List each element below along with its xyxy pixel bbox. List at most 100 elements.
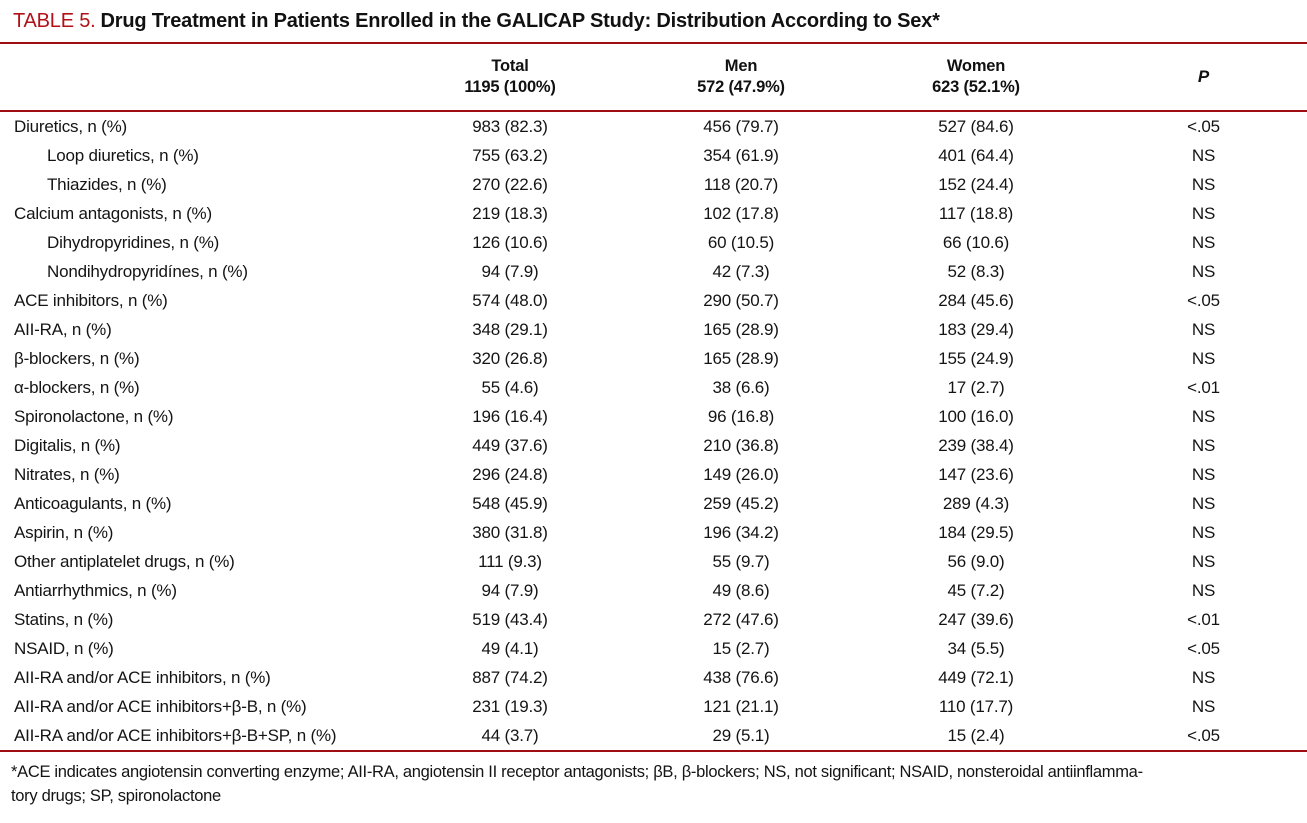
- cell-men: 15 (2.7): [712, 638, 770, 658]
- cell-women: 184 (29.5): [938, 522, 1014, 542]
- footnote: *ACE indicates angiotensin converting en…: [0, 760, 1307, 808]
- cell-men: 272 (47.6): [703, 609, 779, 629]
- cell-p: NS: [1191, 667, 1216, 687]
- cell-p: <.01: [1187, 609, 1220, 629]
- row-label: Diuretics, n (%): [14, 116, 127, 136]
- cell-p: NS: [1191, 406, 1216, 426]
- row-label: NSAID, n (%): [14, 638, 114, 658]
- row-label: Loop diuretics, n (%): [47, 145, 199, 165]
- row-label: Dihydropyridines, n (%): [47, 232, 220, 252]
- cell-p: <.05: [1187, 116, 1220, 136]
- cell-total: 519 (43.4): [472, 609, 548, 629]
- cell-p: NS: [1191, 464, 1216, 484]
- table-row: β-blockers, n (%) 320 (26.8) 165 (28.9) 155…: [0, 344, 1307, 373]
- cell-p: NS: [1191, 435, 1216, 455]
- cell-total: 126 (10.6): [472, 232, 548, 252]
- row-label: Calcium antagonists, n (%): [14, 203, 212, 223]
- cell-p: <.01: [1187, 377, 1220, 397]
- row-label: Thiazides, n (%): [47, 174, 167, 194]
- cell-total: 231 (19.3): [472, 696, 548, 716]
- cell-women: 239 (38.4): [938, 435, 1014, 455]
- table-body: Diuretics, n (%) 983 (82.3) 456 (79.7) 527 …: [0, 111, 1307, 751]
- table-row: Other antiplatelet drugs, n (%) 111 (9.3)…: [0, 547, 1307, 576]
- col-header-total-sub: 1195 (100%): [464, 78, 556, 96]
- cell-men: 42 (7.3): [712, 261, 770, 281]
- table-row: Dihydropyridines, n (%) 126 (10.6) 60 (10.…: [0, 228, 1307, 257]
- cell-men: 55 (9.7): [712, 551, 770, 571]
- row-label: Aspirin, n (%): [14, 522, 114, 542]
- cell-women: 147 (23.6): [938, 464, 1014, 484]
- cell-p: NS: [1191, 145, 1216, 165]
- row-label: Antiarrhythmics, n (%): [14, 580, 177, 600]
- table-row: Statins, n (%) 519 (43.4) 272 (47.6) 247 (3…: [0, 605, 1307, 634]
- row-label: α-blockers, n (%): [14, 377, 140, 397]
- cell-total: 548 (45.9): [472, 493, 548, 513]
- col-header-p-name: P: [1197, 67, 1210, 86]
- cell-women: 66 (10.6): [942, 232, 1010, 252]
- table-row: Loop diuretics, n (%) 755 (63.2) 354 (61.9…: [0, 141, 1307, 170]
- cell-women: 17 (2.7): [947, 377, 1005, 397]
- cell-p: NS: [1191, 261, 1216, 281]
- table-row: Nondihydropyridínes, n (%) 94 (7.9) 42 (7.…: [0, 257, 1307, 286]
- table-number: TABLE 5.: [13, 10, 96, 32]
- cell-women: 289 (4.3): [942, 493, 1010, 513]
- cell-p: <.05: [1187, 638, 1220, 658]
- col-header-women-sub: 623 (52.1%): [932, 78, 1020, 96]
- footnote-line-2: tory drugs; SP, spironolactone: [11, 787, 221, 805]
- cell-men: 354 (61.9): [703, 145, 779, 165]
- table-row: NSAID, n (%) 49 (4.1) 15 (2.7) 34 (5.5) <.05: [0, 634, 1307, 663]
- row-label: AII-RA and/or ACE inhibitors, n (%): [14, 667, 271, 687]
- table-row: AII-RA and/or ACE inhibitors, n (%) 887 (…: [0, 663, 1307, 692]
- cell-total: 574 (48.0): [472, 290, 548, 310]
- row-label: ACE inhibitors, n (%): [14, 290, 168, 310]
- cell-men: 49 (8.6): [712, 580, 770, 600]
- row-label: AII-RA, n (%): [14, 319, 112, 339]
- cell-p: NS: [1191, 174, 1216, 194]
- cell-total: 111 (9.3): [478, 551, 542, 571]
- cell-women: 183 (29.4): [938, 319, 1014, 339]
- cell-men: 259 (45.2): [703, 493, 779, 513]
- col-header-men-sub: 572 (47.9%): [697, 78, 785, 96]
- header-row: Total 1195 (100%) Men 572 (47.9%) Women …: [0, 43, 1307, 112]
- table-row: Nitrates, n (%) 296 (24.8) 149 (26.0) 147 (…: [0, 460, 1307, 489]
- cell-men: 118 (20.7): [703, 174, 779, 194]
- cell-women: 527 (84.6): [938, 116, 1014, 136]
- cell-women: 34 (5.5): [947, 638, 1005, 658]
- cell-women: 155 (24.9): [938, 348, 1014, 368]
- cell-women: 449 (72.1): [938, 667, 1014, 687]
- cell-men: 102 (17.8): [703, 203, 779, 223]
- cell-women: 15 (2.4): [947, 725, 1005, 745]
- table-row: Spironolactone, n (%) 196 (16.4) 96 (16.8)…: [0, 402, 1307, 431]
- table-header: Total 1195 (100%) Men 572 (47.9%) Women …: [0, 43, 1307, 112]
- cell-total: 755 (63.2): [472, 145, 548, 165]
- cell-women: 45 (7.2): [947, 580, 1005, 600]
- cell-women: 284 (45.6): [938, 290, 1014, 310]
- cell-p: NS: [1191, 203, 1216, 223]
- cell-total: 887 (74.2): [472, 667, 548, 687]
- row-label: β-blockers, n (%): [14, 348, 140, 368]
- table-row: Diuretics, n (%) 983 (82.3) 456 (79.7) 527 …: [0, 111, 1307, 141]
- cell-p: <.05: [1187, 725, 1220, 745]
- cell-total: 380 (31.8): [472, 522, 548, 542]
- row-label: Other antiplatelet drugs, n (%): [14, 551, 235, 571]
- row-label: Statins, n (%): [14, 609, 114, 629]
- cell-p: NS: [1191, 348, 1216, 368]
- cell-total: 983 (82.3): [472, 116, 548, 136]
- cell-p: NS: [1191, 551, 1216, 571]
- cell-women: 52 (8.3): [947, 261, 1005, 281]
- cell-women: 117 (18.8): [938, 203, 1014, 223]
- cell-p: NS: [1191, 522, 1216, 542]
- col-header-empty: [0, 43, 390, 112]
- cell-p: NS: [1191, 580, 1216, 600]
- cell-men: 290 (50.7): [703, 290, 779, 310]
- table-row: AII-RA, n (%) 348 (29.1) 165 (28.9) 183 (29…: [0, 315, 1307, 344]
- cell-total: 348 (29.1): [472, 319, 548, 339]
- drug-treatment-table: Total 1195 (100%) Men 572 (47.9%) Women …: [0, 42, 1307, 752]
- cell-men: 438 (76.6): [703, 667, 779, 687]
- table-row: Anticoagulants, n (%) 548 (45.9) 259 (45.2…: [0, 489, 1307, 518]
- row-label: Nitrates, n (%): [14, 464, 120, 484]
- table-row: Antiarrhythmics, n (%) 94 (7.9) 49 (8.6) 45…: [0, 576, 1307, 605]
- cell-men: 60 (10.5): [707, 232, 775, 252]
- table-row: Aspirin, n (%) 380 (31.8) 196 (34.2) 184 (2…: [0, 518, 1307, 547]
- cell-men: 149 (26.0): [703, 464, 779, 484]
